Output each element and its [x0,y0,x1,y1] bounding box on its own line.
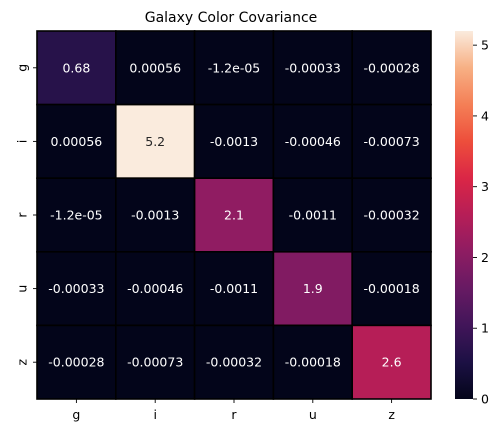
colorbar-tick-label-5: 5 [481,38,489,53]
heatmap-cell-z-g [36,324,117,400]
heatmap-cell-g-r [193,30,275,106]
cell-annotation-g-r: -1.2e-05 [208,60,261,75]
y-tick-label-i: i [15,140,30,143]
heatmap-cell-g-i [115,30,196,106]
cell-annotation-u-z: -0.00018 [363,281,419,296]
colorbar-tick-label-1: 1 [481,321,489,336]
colorbar: 0 1 2 3 4 5 [455,31,489,407]
heatmap-annotations: 0.68 0.00056 -1.2e-05 -0.00033 -0.00028 0.000… [48,60,419,369]
cell-annotation-i-g: 0.00056 [51,134,103,149]
heatmap-cell-i-z [351,103,432,179]
cell-annotation-r-i: -0.0013 [131,208,179,223]
y-axis: g i r u z [15,64,37,365]
cell-annotation-r-u: -0.0011 [289,208,337,223]
cell-annotation-u-i: -0.00046 [127,281,183,296]
x-tick-label-z: z [388,407,395,422]
cell-annotation-r-z: -0.00032 [363,208,419,223]
chart-title: Galaxy Color Covariance [145,10,318,26]
heatmap-cell-g-g [36,30,117,106]
x-tick-label-r: r [231,407,237,422]
cell-annotation-i-i: 5.2 [145,134,165,149]
y-tick-label-g: g [15,64,30,72]
heatmap-cell-z-i [115,324,196,400]
x-tick-label-i: i [153,407,156,422]
heatmap-cell-u-u [272,251,353,327]
cell-annotation-u-g: -0.00033 [48,281,104,296]
colorbar-tick-label-2: 2 [481,250,489,265]
cell-annotation-g-i: 0.00056 [129,60,181,75]
cell-annotation-z-g: -0.00028 [48,355,104,370]
colorbar-tick-label-3: 3 [481,179,489,194]
cell-annotation-i-r: -0.0013 [210,134,258,149]
cell-annotation-r-r: 2.1 [224,208,244,223]
cell-annotation-i-z: -0.00073 [363,134,419,149]
y-tick-label-r: r [15,212,30,218]
cell-annotation-z-z: 2.6 [382,355,402,370]
cell-annotation-u-u: 1.9 [303,281,323,296]
heatmap-cells [36,30,432,400]
heatmap-cell-r-u [272,177,353,253]
colorbar-gradient [455,31,473,399]
cell-annotation-r-g: -1.2e-05 [50,208,103,223]
cell-annotation-g-u: -0.00033 [285,60,341,75]
x-tick-label-u: u [309,407,317,422]
cell-annotation-g-g: 0.68 [62,60,90,75]
heatmap-cell-i-r [193,103,275,179]
heatmap-cell-r-i [115,177,196,253]
y-tick-label-u: u [15,285,30,293]
cell-annotation-u-r: -0.0011 [210,281,258,296]
cell-annotation-i-u: -0.00046 [285,134,341,149]
heatmap-cell-u-z [351,251,432,327]
cell-annotation-z-u: -0.00018 [285,355,341,370]
heatmap-cell-u-i [115,251,196,327]
cell-annotation-g-z: -0.00028 [363,60,419,75]
heatmap-cell-u-r [193,251,275,327]
cell-annotation-z-i: -0.00073 [127,355,183,370]
cell-annotation-z-r: -0.00032 [206,355,262,370]
colorbar-tick-label-4: 4 [481,108,489,123]
y-tick-label-z: z [15,358,30,365]
colorbar-tick-label-0: 0 [481,392,489,407]
heatmap-cell-z-r [193,324,275,400]
x-tick-label-g: g [72,407,80,422]
